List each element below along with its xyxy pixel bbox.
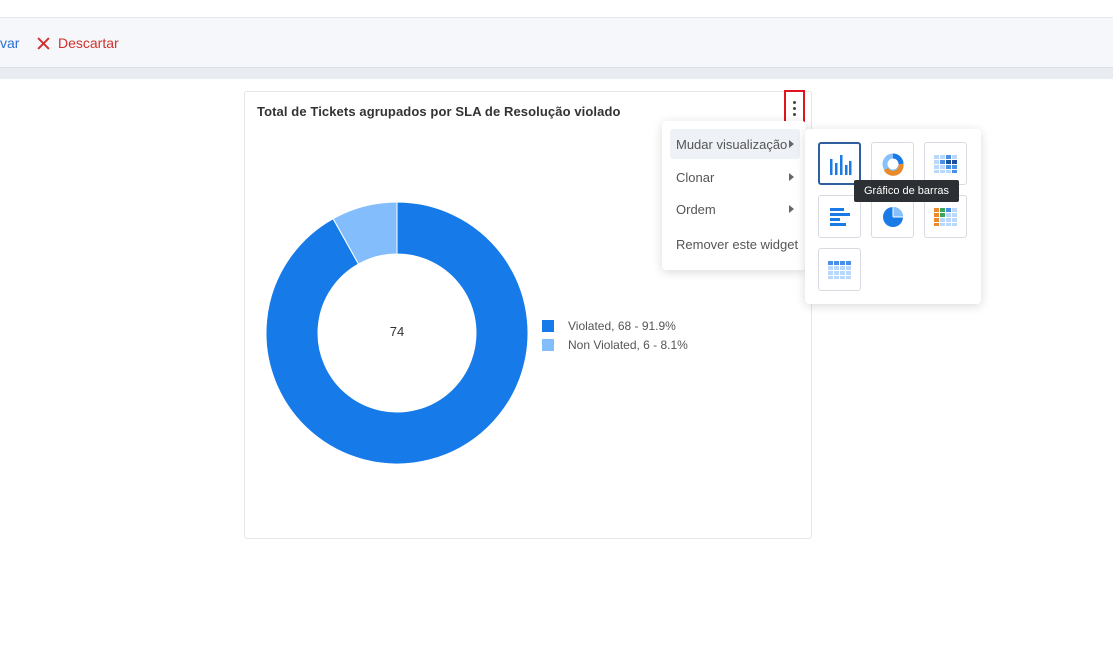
legend-swatch [542, 319, 554, 332]
legend-label: Violated, 68 - 91.9% [568, 318, 676, 333]
donut-chart [265, 201, 529, 465]
menu-item-label: Ordem [676, 201, 716, 217]
close-icon [37, 36, 50, 50]
chevron-right-icon [789, 173, 794, 181]
donut-center-total: 74 [389, 324, 405, 339]
menu-item-label: Clonar [676, 169, 715, 185]
viz-option-pie-chart[interactable] [871, 195, 914, 238]
menu-item-label: Remover este widget [676, 236, 799, 252]
horizontal-bar-chart-icon [829, 207, 850, 226]
table-icon [827, 260, 851, 279]
heatmap-table-icon [933, 154, 957, 173]
viz-option-horizontal-bar-chart[interactable] [818, 195, 861, 238]
donut-slice-non-violated[interactable] [332, 201, 398, 265]
edit-toolbar: var Descartar [0, 18, 1113, 68]
viz-option-donut-chart[interactable] [871, 142, 914, 185]
legend-item-non-violated[interactable]: Non Violated, 6 - 8.1% [542, 335, 688, 354]
viz-option-heatmap-table[interactable] [924, 142, 967, 185]
kebab-dot-icon [793, 112, 796, 116]
legend-swatch [542, 338, 554, 351]
visualization-submenu [805, 129, 981, 304]
legend-item-violated[interactable]: Violated, 68 - 91.9% [542, 316, 688, 335]
widget-title: Total de Tickets agrupados por SLA de Re… [257, 104, 621, 119]
viz-option-colored-table[interactable] [924, 195, 967, 238]
menu-item-label: Mudar visualização [676, 136, 788, 152]
menu-item-clone[interactable]: Clonar [670, 162, 800, 192]
donut-slice-violated[interactable] [265, 201, 529, 465]
discard-button[interactable]: Descartar [37, 33, 119, 53]
chevron-right-icon [789, 205, 794, 213]
colored-table-icon [933, 207, 957, 226]
discard-label: Descartar [58, 35, 119, 51]
toolbar-divider [0, 68, 1113, 79]
widget-context-menu: Mudar visualização Clonar Ordem Remover … [662, 121, 806, 270]
tooltip: Gráfico de barras [854, 180, 959, 202]
viz-option-bar-chart[interactable] [818, 142, 861, 185]
chart-legend: Violated, 68 - 91.9% Non Violated, 6 - 8… [542, 316, 688, 354]
top-bar [0, 0, 1113, 18]
save-button[interactable]: var [0, 35, 20, 51]
menu-item-remove-widget[interactable]: Remover este widget [670, 229, 800, 259]
menu-item-order[interactable]: Ordem [670, 194, 800, 224]
bar-chart-icon [829, 154, 851, 175]
chevron-right-icon [789, 140, 794, 148]
donut-chart-icon [882, 153, 904, 176]
viz-option-table[interactable] [818, 248, 861, 291]
pie-chart-icon [882, 206, 903, 227]
kebab-dot-icon [793, 100, 796, 104]
legend-label: Non Violated, 6 - 8.1% [568, 337, 688, 352]
kebab-dot-icon [793, 106, 796, 110]
menu-item-change-visualization[interactable]: Mudar visualização [670, 129, 800, 159]
